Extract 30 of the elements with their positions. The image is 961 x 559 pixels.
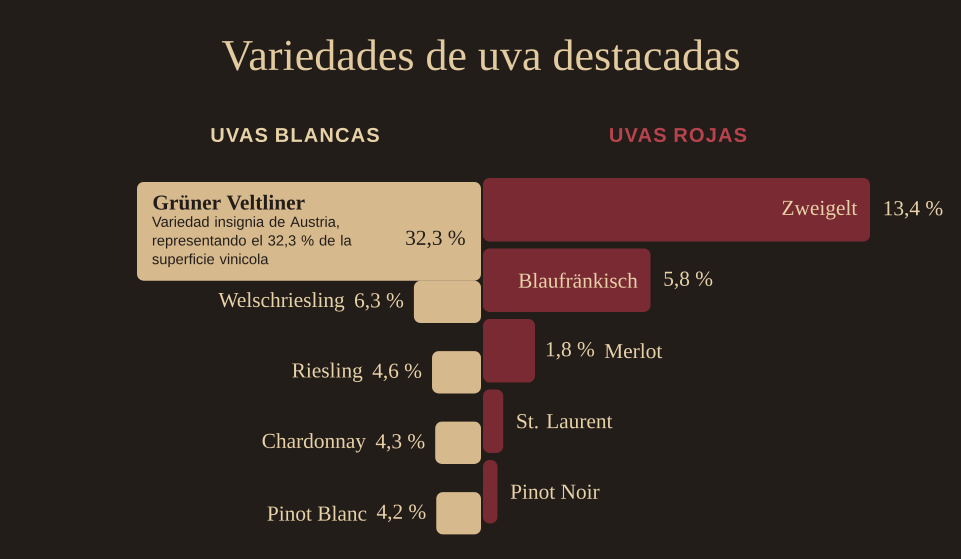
category-label: St. Laurent xyxy=(517,414,612,428)
data-label: 4,2 % xyxy=(376,504,426,522)
data-label: 5,8 % xyxy=(664,272,712,289)
bar xyxy=(483,460,498,524)
chart-title: UVAS ROJAS xyxy=(610,128,746,142)
category-label: Chardonnay xyxy=(262,433,366,452)
category-label: Pinot Noir xyxy=(510,484,600,499)
category-label: Zweigelt xyxy=(782,200,858,220)
category-label: Grüner Veltliner xyxy=(153,194,305,210)
bar xyxy=(435,422,482,464)
data-label: 1,8 % xyxy=(546,342,594,360)
chart-subtitle: UVAS BLANCAS xyxy=(211,128,379,142)
category-label: Welschriesling xyxy=(218,292,344,312)
data-label: 6,3 % xyxy=(355,293,404,311)
category-label: Riesling xyxy=(292,362,362,382)
bar xyxy=(483,178,870,242)
data-label: 13,4 % xyxy=(884,201,942,218)
category-label: Merlot xyxy=(604,343,662,358)
data-label: 4,3 % xyxy=(376,434,424,452)
category-label: Pinot Blanc xyxy=(267,506,366,521)
annotation: Variedad insignia de Austria, representando el 32,3 % de la superficie vinicola xyxy=(152,216,352,268)
data-label: 32,3 % xyxy=(406,230,465,248)
data-label: 4,6 % xyxy=(372,364,422,382)
chart-title: Variedades de uva destacadas xyxy=(222,39,740,71)
bar xyxy=(483,390,504,453)
bar xyxy=(483,248,651,312)
bar xyxy=(483,319,535,382)
bar xyxy=(436,492,482,534)
bar xyxy=(432,351,482,394)
category-label: Blaufränkisch xyxy=(518,272,638,288)
